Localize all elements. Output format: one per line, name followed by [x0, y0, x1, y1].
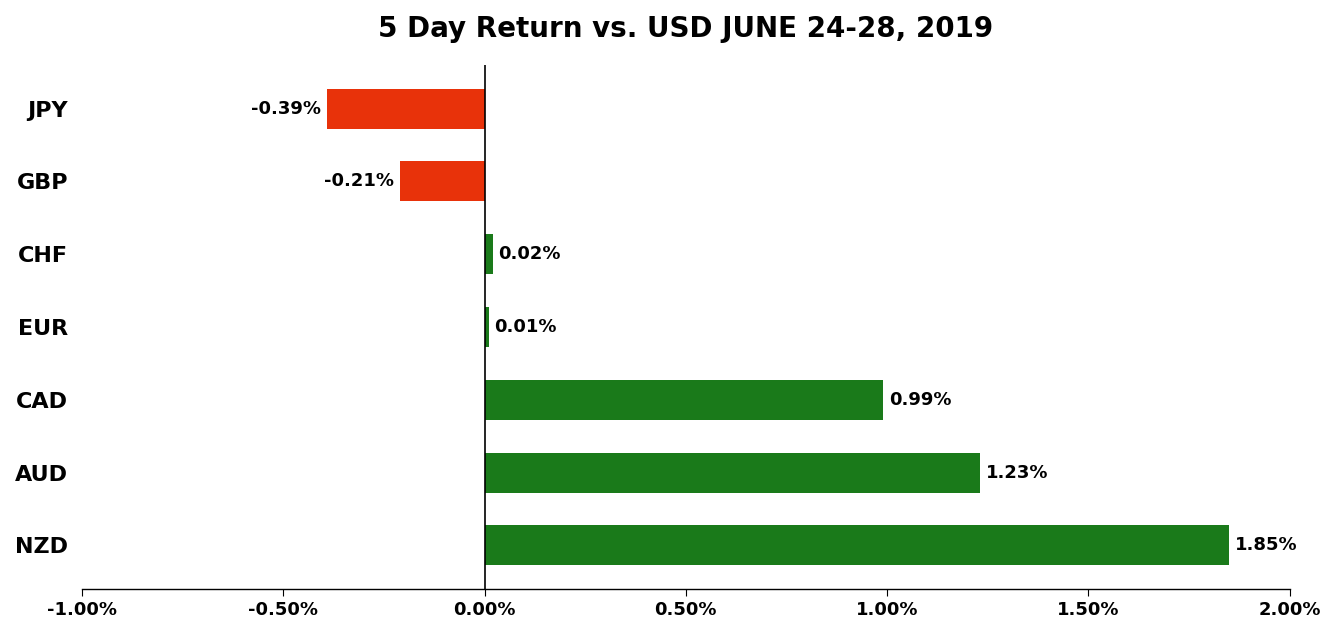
Bar: [327, 89, 485, 129]
Text: 0.02%: 0.02%: [498, 245, 561, 263]
Bar: [399, 162, 485, 202]
Text: -0.21%: -0.21%: [323, 172, 394, 190]
Title: 5 Day Return vs. USD JUNE 24-28, 2019: 5 Day Return vs. USD JUNE 24-28, 2019: [378, 15, 994, 43]
Bar: [485, 453, 979, 493]
Bar: [485, 234, 493, 275]
Bar: [485, 307, 489, 347]
Text: -0.39%: -0.39%: [251, 100, 322, 118]
Bar: [485, 526, 1229, 566]
Text: 1.85%: 1.85%: [1236, 536, 1299, 554]
Bar: [485, 380, 883, 420]
Text: 1.23%: 1.23%: [986, 463, 1049, 482]
Text: 0.01%: 0.01%: [494, 318, 557, 336]
Text: 0.99%: 0.99%: [890, 391, 951, 409]
